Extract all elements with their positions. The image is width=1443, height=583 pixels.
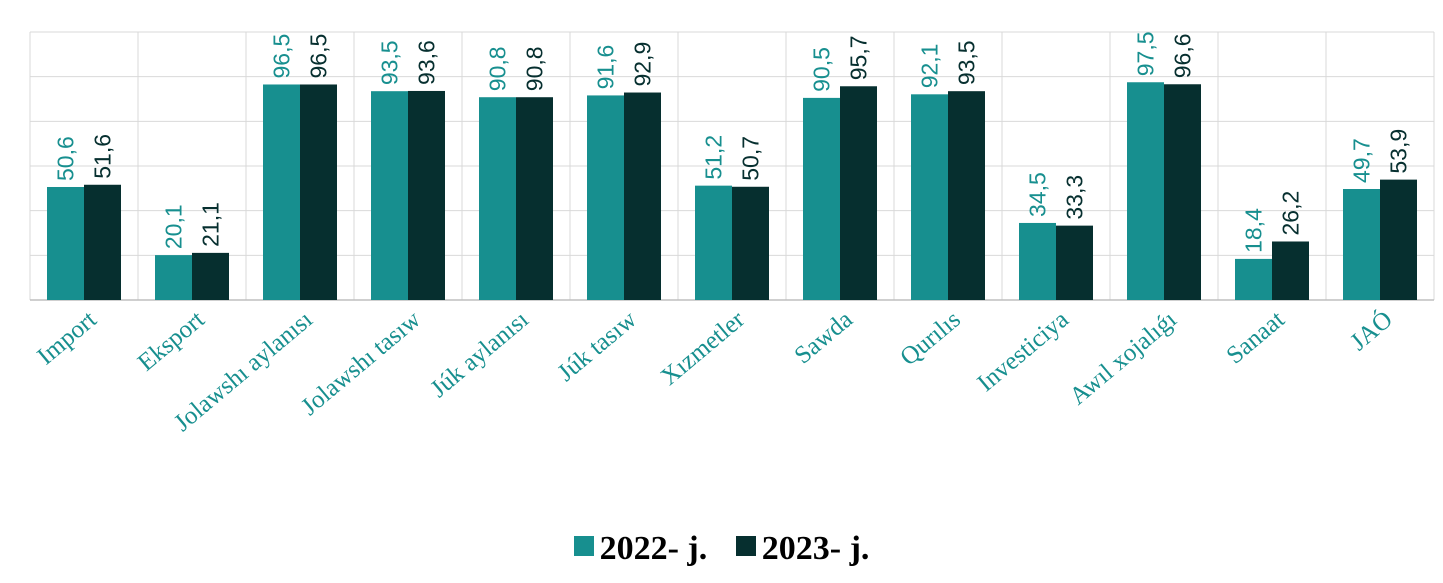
value-label: 93,6 [414,40,440,85]
bar-2022 [155,255,192,300]
bar-2023 [1056,225,1093,300]
value-label: 33,3 [1062,175,1088,220]
bar-chart: 50,6 51,6 20,1 21,1 96,5 96,5 93,5 93,6 90,8 90,8… [29,31,1435,437]
bar-2023 [516,97,553,300]
bar-2023 [624,92,661,300]
value-label: 92,9 [630,42,656,87]
bar-2023 [84,184,121,300]
bar-2022 [371,91,408,300]
value-label: 49,7 [1349,138,1375,183]
value-label: 93,5 [954,40,980,85]
bar-2023 [840,86,877,301]
legend-swatch-2023 [735,536,756,556]
bar-2022 [1235,258,1272,300]
bar-2022 [263,84,300,300]
bar-2022 [1127,82,1164,300]
legend-label-2022: 2022- j. [599,530,708,567]
value-label: 91,6 [593,45,619,90]
legend-item-2023: 2023- j. [735,530,870,568]
value-label: 90,5 [809,47,835,92]
bar-2023 [732,186,769,300]
bar-2022 [1019,222,1056,300]
value-label: 90,8 [522,46,548,91]
category-label: Import [32,306,102,370]
value-label: 90,8 [485,46,511,91]
category-label: Júk tasıw [553,306,642,387]
bar-2022 [47,186,84,300]
bar-2022 [695,185,732,300]
value-label: 50,7 [738,136,764,181]
value-label: 97,5 [1133,31,1159,76]
bar-2022 [479,97,516,300]
category-label: JAÓ [1345,305,1398,356]
value-label: 51,6 [90,134,116,179]
category-label: Eksport [133,306,210,377]
category-label: Jolawshı tasıw [296,306,426,421]
value-label: 96,6 [1170,33,1196,78]
category-label: Sawda [789,306,857,370]
value-label: 53,9 [1386,129,1412,174]
value-label: 93,5 [377,40,403,85]
bar-2022 [587,95,624,300]
bar-2023 [300,84,337,300]
category-label: Awıl xojalıǵı [1065,306,1182,410]
bar-2022 [803,97,840,300]
value-label: 96,5 [269,34,295,79]
category-label: Investiciya [972,306,1073,397]
value-label: 51,2 [701,135,727,180]
value-label: 96,5 [306,34,332,79]
bars [47,82,1417,301]
category-label: Sanaat [1221,306,1289,370]
category-label: Qurılıs [895,306,966,371]
value-label: 26,2 [1278,191,1304,236]
category-label: Júk aylanısı [426,306,534,403]
value-label: 92,1 [917,44,943,89]
value-label: 34,5 [1025,172,1051,217]
legend-item-2022: 2022- j. [573,530,708,568]
bar-2022 [1343,189,1380,300]
value-label: 20,1 [161,204,187,249]
bar-2023 [408,90,445,301]
bar-2023 [1380,179,1417,300]
bar-2022 [911,94,948,300]
value-label: 21,1 [198,202,224,247]
legend: 2022- j. 2023- j. [0,530,1443,568]
bar-2023 [1164,84,1201,300]
bar-2023 [948,91,985,300]
legend-label-2023: 2023- j. [761,530,870,567]
bar-2023 [192,252,229,300]
value-label: 18,4 [1241,208,1267,253]
value-labels: 50,6 51,6 20,1 21,1 96,5 96,5 93,5 93,6 90,8 90,8… [53,31,1412,252]
value-label: 50,6 [53,136,79,181]
category-label: Xızmetler [656,305,750,390]
legend-swatch-2022 [573,536,594,556]
value-label: 95,7 [846,36,872,81]
bar-2023 [1272,241,1309,300]
